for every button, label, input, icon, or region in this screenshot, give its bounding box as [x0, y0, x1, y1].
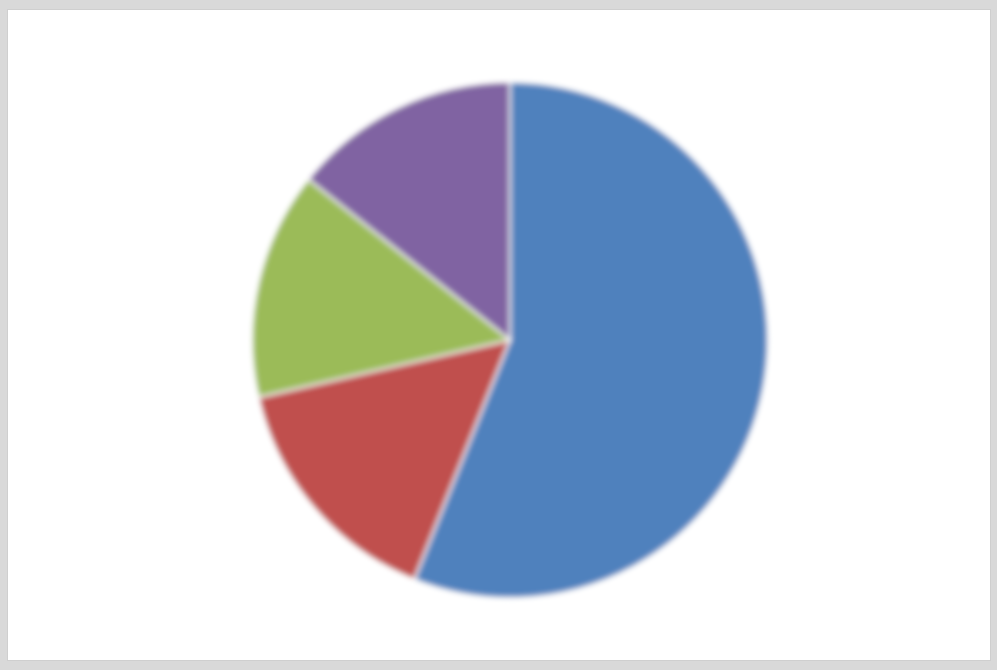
pie-slice-4 — [306, 80, 511, 343]
pie-slice-2 — [257, 338, 512, 581]
pie-slices — [251, 80, 769, 599]
pie-chart — [251, 80, 769, 599]
pie-slice-1 — [413, 80, 769, 599]
chart-frame — [7, 9, 991, 661]
pie-slice-3 — [251, 177, 513, 399]
